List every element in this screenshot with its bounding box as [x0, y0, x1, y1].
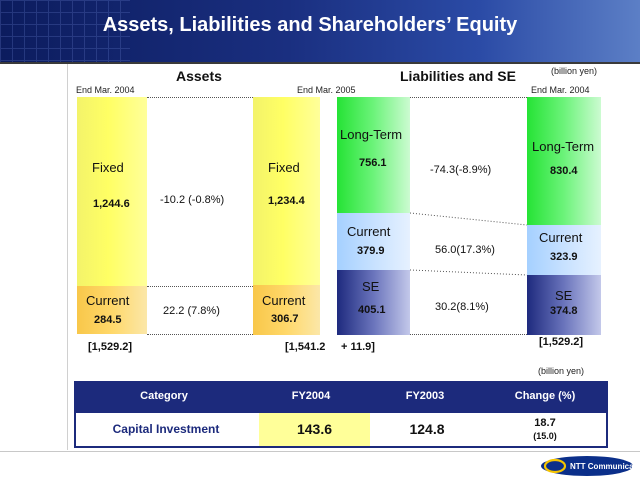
table-header-change: Change (%) — [514, 390, 576, 402]
le-2004-se-value: 374.8 — [550, 305, 578, 317]
fixed-assets-change: -10.2 (-0.8%) — [160, 194, 225, 206]
banner-grid-decoration — [0, 0, 130, 62]
assets-2005-fixed-label: Fixed — [268, 160, 300, 175]
connector-top-liabilities — [410, 97, 527, 98]
capital-investment-table: Category FY2004 FY2003 Change (%) Capita… — [74, 381, 608, 448]
assets-2005-current-bar — [253, 285, 320, 335]
le-2005-se-value: 405.1 — [358, 304, 386, 316]
current-liabilities-change: 56.0(17.3%) — [435, 244, 495, 256]
table-cell-change: 18.7 (15.0) — [484, 413, 606, 446]
table-cell-change-value: 18.7 — [534, 417, 556, 429]
le-2004-longterm-label: Long-Term — [532, 139, 595, 154]
le-2005-current-bar — [337, 213, 410, 270]
le-2004-current-bar — [527, 225, 601, 275]
le-2005-longterm-bar — [337, 97, 410, 213]
assets-2004-current-bar — [77, 286, 147, 334]
table-header-fy2003: FY2003 — [405, 390, 445, 402]
unit-label-table: (billion yen) — [538, 366, 585, 376]
table-cell-fy2004: 143.6 — [259, 413, 370, 446]
le-2004-current-label: Current — [539, 230, 583, 245]
table-header-fy2004: FY2004 — [291, 390, 331, 402]
assets-heading: Assets — [176, 68, 222, 84]
assets-2004-fixed-value: 1,244.6 — [93, 198, 130, 210]
le-2004-longterm-bar — [527, 97, 601, 225]
table-cell-category: Capital Investment — [112, 422, 220, 436]
assets-2004-current-label: Current — [86, 293, 130, 308]
assets-2004-fixed-bar — [77, 97, 147, 286]
page-title: Assets, Liabilities and Shareholders’ Eq… — [102, 14, 518, 36]
table-cell-change-pct: (15.0) — [533, 431, 557, 441]
le-2005-longterm-value: 756.1 — [359, 157, 387, 169]
ntt-communications-logo: NTT Communications — [540, 455, 640, 477]
assets-2005-total: [1,541.2 — [285, 341, 326, 353]
unit-label-top: (billion yen) — [551, 66, 598, 76]
period-label-assets-2004: End Mar. 2004 — [76, 85, 135, 95]
le-2004-se-label: SE — [555, 288, 573, 303]
table-header-category: Category — [140, 390, 188, 402]
period-label-2005: End Mar. 2005 — [297, 85, 356, 95]
table-row: Capital Investment 143.6 124.8 18.7 (15.… — [76, 413, 606, 446]
assets-2005-fixed-value: 1,234.4 — [268, 195, 305, 207]
connector-bottom-assets — [147, 334, 253, 335]
assets-2005-fixed-bar — [253, 97, 320, 285]
assets-2005-current-value: 306.7 — [271, 313, 299, 325]
le-2004-current-value: 323.9 — [550, 251, 578, 263]
connector-bottom-liabilities — [410, 334, 527, 335]
le-2005-current-value: 379.9 — [357, 245, 385, 257]
footer-divider — [0, 451, 640, 452]
liabilities-heading: Liabilities and SE — [400, 68, 516, 84]
connector-slant-lines — [410, 212, 528, 276]
le-2005-current-label: Current — [347, 224, 391, 239]
le-2004-se-bar — [527, 275, 601, 335]
assets-2005-current-label: Current — [262, 293, 306, 308]
connector-top-assets — [147, 97, 253, 98]
longterm-liabilities-change: -74.3(-8.9%) — [430, 164, 492, 176]
title-banner: Assets, Liabilities and Shareholders’ Eq… — [0, 0, 640, 62]
table-cell-fy2003: 124.8 — [409, 421, 445, 437]
le-2004-total: [1,529.2] — [539, 336, 584, 348]
content-frame — [67, 64, 640, 450]
le-2005-longterm-label: Long-Term — [340, 127, 403, 142]
period-label-liabilities-2004: End Mar. 2004 — [531, 85, 590, 95]
assets-2004-current-value: 284.5 — [94, 314, 122, 326]
le-2005-se-bar — [337, 270, 410, 335]
current-assets-change: 22.2 (7.8%) — [163, 305, 220, 317]
se-change: 30.2(8.1%) — [435, 301, 489, 313]
header-divider — [0, 62, 640, 64]
assets-2004-fixed-label: Fixed — [92, 160, 124, 175]
le-2004-longterm-value: 830.4 — [550, 165, 578, 177]
svg-text:NTT Communications: NTT Communications — [570, 462, 636, 471]
le-2005-se-label: SE — [362, 279, 380, 294]
assets-2005-total-change: + 11.9] — [341, 341, 375, 353]
connector-fixed-current — [147, 286, 253, 287]
assets-2004-total: [1,529.2] — [88, 341, 133, 353]
